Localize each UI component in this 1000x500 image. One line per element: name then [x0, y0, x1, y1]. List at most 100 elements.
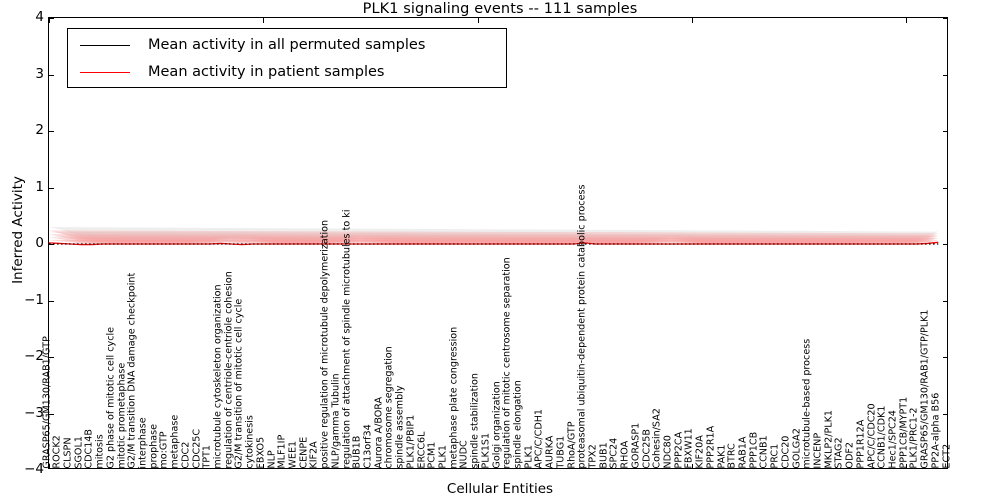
x-tick-mark: [49, 18, 51, 23]
x-tick-label: Golgi organization: [491, 381, 502, 469]
x-tick-label: Aurora A/BORA: [373, 397, 385, 469]
x-tick-label: prophase: [148, 424, 160, 469]
x-tick-label: mitotic prometaphase: [116, 363, 127, 469]
x-tick-label: NLP/gamma Tubulin: [330, 373, 342, 469]
legend-swatch-permuted: [80, 44, 130, 46]
x-tick-mark: [263, 463, 265, 468]
x-tick-label: ECT2: [941, 444, 952, 469]
x-tick-label: PAK1: [716, 444, 727, 469]
x-tick-label: BTRC: [726, 443, 738, 469]
x-tick-label: PCM1: [426, 442, 438, 469]
x-tick-label: PLK1S1: [480, 433, 492, 469]
x-tick-label: microtubule-based process: [801, 339, 813, 469]
x-tick-label: G2 phase of mitotic cell cycle: [105, 327, 117, 469]
y-tick-label: −1: [24, 291, 44, 308]
x-tick-label: metaphase plate congression: [448, 327, 460, 469]
y-tick-label: 2: [35, 122, 44, 138]
x-tick-mark: [477, 463, 479, 468]
x-tick-label: PPP1CB/MYPT1: [898, 397, 910, 469]
x-tick-label: BUB1B: [351, 436, 363, 469]
y-tick-mark: [942, 300, 947, 302]
x-tick-label: GOLGA2: [791, 428, 802, 469]
y-tick-label: −3: [24, 404, 44, 421]
x-tick-label: PPP1CB: [748, 432, 760, 469]
x-tick-label: CDC25C: [191, 429, 202, 469]
y-tick-label: 0: [35, 235, 44, 251]
x-tick-label: PPP2R1A: [705, 426, 717, 469]
x-tick-mark: [691, 463, 693, 468]
legend-label-patient: Mean activity in patient samples: [148, 64, 385, 80]
x-tick-label: spindle elongation: [512, 380, 524, 469]
legend-entry-permuted: Mean activity in all permuted samples: [68, 32, 506, 58]
x-tick-label: spindle assembly: [394, 385, 406, 469]
x-tick-label: ODF2: [844, 442, 856, 469]
x-tick-label: MLF1IP: [276, 435, 288, 469]
permuted-band-layer: [49, 227, 939, 242]
x-tick-label: cytokinesis: [244, 415, 256, 469]
patient-band-layer: [49, 234, 939, 243]
x-axis-label: Cellular Entities: [446, 481, 554, 497]
x-tick-label: regulation of attachment of spindle micr…: [341, 209, 352, 469]
x-tick-label: G2/M transition DNA damage checkpoint: [126, 273, 138, 469]
x-tick-label: APC/C/CDC20: [866, 403, 877, 469]
x-tick-label: FBXO5: [255, 437, 267, 469]
y-tick-mark: [942, 244, 947, 246]
x-tick-mark: [49, 463, 51, 468]
x-tick-label: ERCC6L: [416, 431, 427, 469]
legend-entry-patient: Mean activity in patient samples: [68, 59, 506, 85]
x-tick-label: SPC24: [608, 438, 620, 469]
x-tick-label: STAG2: [833, 437, 845, 469]
x-tick-mark: [477, 18, 479, 23]
x-tick-label: RhoA/GTP: [566, 421, 577, 469]
x-tick-label: regulation of mitotic centrosome separat…: [501, 257, 513, 469]
y-tick-mark: [49, 187, 54, 189]
permuted-band-layer: [49, 231, 939, 242]
x-tick-label: RAB1A: [737, 436, 749, 469]
y-tick-mark: [942, 413, 947, 415]
plot-area: [48, 17, 948, 469]
y-tick-mark: [49, 18, 54, 20]
x-tick-label: GRASP65/GM130/RAB1/GTP/PLK1: [919, 309, 931, 469]
y-tick-mark: [942, 187, 947, 189]
x-tick-label: PLK1/PRC1-2: [908, 407, 920, 469]
patient-band-layer: [49, 237, 939, 244]
x-tick-label: PRC1: [769, 444, 781, 469]
x-tick-label: CDC20: [780, 436, 792, 469]
x-tick-label: PP2A-alpha B56: [930, 393, 942, 469]
y-tick-mark: [49, 357, 54, 359]
y-tick-mark: [49, 413, 54, 415]
x-tick-label: INCENP: [812, 433, 824, 469]
x-tick-label: CCNB1/CDK1: [876, 406, 888, 469]
x-tick-label: positive regulation of microtubule depol…: [319, 220, 331, 469]
x-tick-label: PPP1R12A: [855, 420, 867, 469]
legend-label-permuted: Mean activity in all permuted samples: [148, 37, 426, 53]
x-tick-label: TPT1: [201, 445, 213, 469]
x-tick-label: MKLP2/PLK1: [823, 410, 835, 469]
x-tick-label: CLSPN: [62, 437, 74, 469]
y-tick-mark: [49, 74, 54, 76]
x-tick-label: Cohesin/SA2: [651, 408, 663, 469]
y-tick-label: −2: [24, 348, 44, 364]
y-tick-mark: [942, 357, 947, 359]
patient-band-layer: [49, 240, 939, 244]
permuted-band-layer: [49, 235, 939, 243]
plot-canvas: [49, 227, 939, 246]
y-tick-label: 1: [35, 178, 44, 195]
patient-band-layer: [49, 230, 939, 243]
x-tick-label: PPP2CA: [673, 432, 685, 469]
x-tick-label: NUDC: [458, 440, 470, 469]
x-tick-label: Hec1/SPC24: [887, 410, 899, 469]
x-tick-label: metaphase: [169, 415, 181, 469]
patient-confidence-band: [49, 230, 939, 244]
x-tick-label: NDC80: [662, 435, 674, 469]
x-tick-label: chromosome segregation: [383, 346, 395, 469]
x-tick-label: regulation of centriole-centriole cohesi…: [223, 271, 235, 469]
x-tick-label: PLK1: [437, 445, 449, 469]
x-tick-mark: [263, 18, 265, 23]
x-tick-label: GORASP1: [630, 423, 642, 469]
x-tick-label: RHOA: [619, 441, 631, 469]
x-tick-label: spindle stabilization: [469, 373, 481, 469]
y-tick-mark: [49, 131, 54, 133]
y-tick-mark: [942, 74, 947, 76]
